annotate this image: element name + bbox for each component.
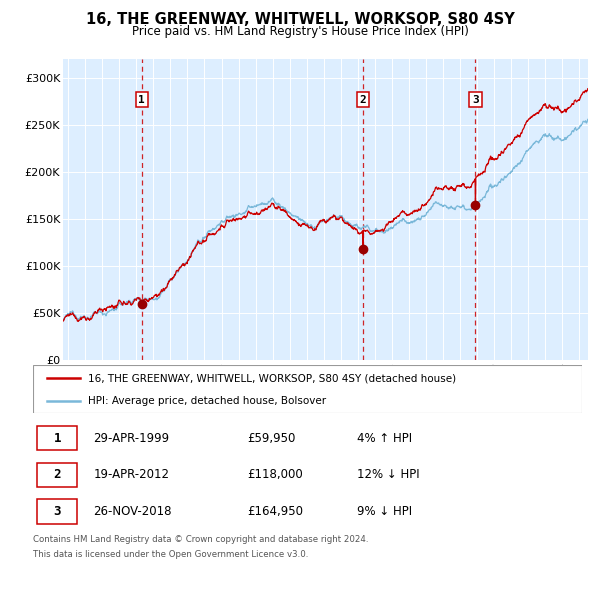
Text: £59,950: £59,950 <box>247 432 295 445</box>
Text: £164,950: £164,950 <box>247 505 303 518</box>
Text: 16, THE GREENWAY, WHITWELL, WORKSOP, S80 4SY (detached house): 16, THE GREENWAY, WHITWELL, WORKSOP, S80… <box>88 373 456 383</box>
Text: 26-NOV-2018: 26-NOV-2018 <box>94 505 172 518</box>
Text: 19-APR-2012: 19-APR-2012 <box>94 468 169 481</box>
Text: 2: 2 <box>53 468 61 481</box>
Text: Contains HM Land Registry data © Crown copyright and database right 2024.: Contains HM Land Registry data © Crown c… <box>33 535 368 544</box>
Text: 4% ↑ HPI: 4% ↑ HPI <box>357 432 412 445</box>
Text: 1: 1 <box>139 94 145 104</box>
Text: This data is licensed under the Open Government Licence v3.0.: This data is licensed under the Open Gov… <box>33 550 308 559</box>
FancyBboxPatch shape <box>37 499 77 523</box>
Text: 9% ↓ HPI: 9% ↓ HPI <box>357 505 412 518</box>
Text: 29-APR-1999: 29-APR-1999 <box>94 432 170 445</box>
Text: Price paid vs. HM Land Registry's House Price Index (HPI): Price paid vs. HM Land Registry's House … <box>131 25 469 38</box>
Text: 1: 1 <box>53 432 61 445</box>
Text: 16, THE GREENWAY, WHITWELL, WORKSOP, S80 4SY: 16, THE GREENWAY, WHITWELL, WORKSOP, S80… <box>86 12 514 27</box>
Text: 3: 3 <box>53 505 61 518</box>
Text: HPI: Average price, detached house, Bolsover: HPI: Average price, detached house, Bols… <box>88 396 326 406</box>
Text: 2: 2 <box>359 94 367 104</box>
Text: 12% ↓ HPI: 12% ↓ HPI <box>357 468 419 481</box>
Text: 3: 3 <box>472 94 479 104</box>
FancyBboxPatch shape <box>37 426 77 450</box>
FancyBboxPatch shape <box>37 463 77 487</box>
Text: £118,000: £118,000 <box>247 468 303 481</box>
FancyBboxPatch shape <box>33 365 582 413</box>
